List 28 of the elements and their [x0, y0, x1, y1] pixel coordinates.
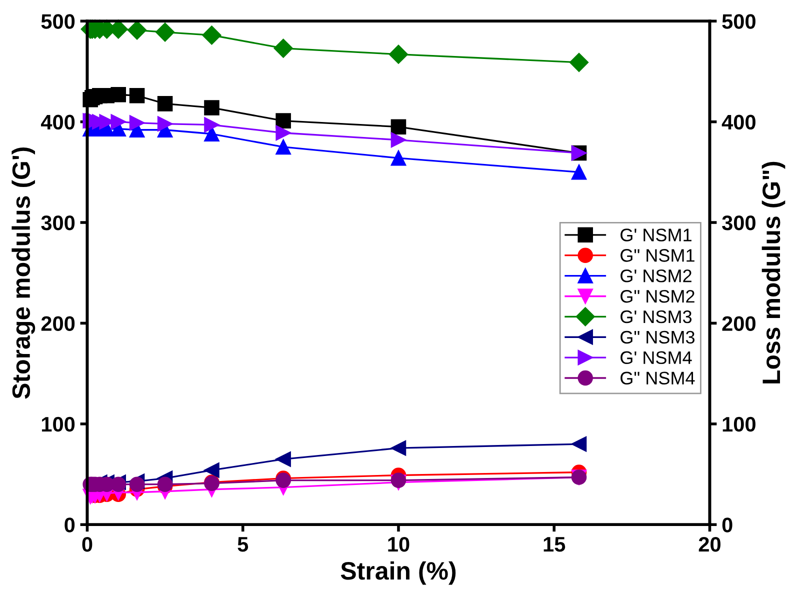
legend-label: G" NSM1 — [620, 249, 694, 262]
legend-label: G" NSM2 — [620, 290, 694, 303]
y2-tick-label: 0 — [722, 518, 732, 532]
y2-axis-title: Loss modulus (G") — [762, 162, 786, 384]
y-tick-label: 400 — [40, 114, 75, 130]
y2-tick-label: 300 — [722, 216, 756, 230]
y-tick-label: 300 — [41, 216, 75, 230]
legend-label: G' NSM1 — [620, 228, 692, 242]
x-axis-title: Strain (%) — [340, 561, 456, 585]
y-tick-label: 500 — [41, 14, 75, 29]
legend-label: G' NSM3 — [620, 310, 692, 324]
y-tick-label: 0 — [64, 518, 75, 532]
y2-tick-label: 500 — [722, 14, 756, 29]
x-tick-label: 15 — [544, 537, 566, 552]
y-axis-title: Storage modulus (G') — [12, 148, 36, 399]
y2-tick-label: 400 — [722, 114, 756, 130]
legend-label: G" NSM3 — [620, 330, 694, 344]
legend-label: G' NSM2 — [620, 270, 692, 282]
x-tick-label: 20 — [698, 536, 720, 552]
legend-label: G' NSM4 — [620, 351, 692, 364]
y-tick-label: 200 — [41, 316, 75, 331]
x-tick-label: 5 — [238, 537, 248, 552]
x-tick-label: 10 — [388, 536, 410, 552]
y-tick-label: 100 — [42, 416, 75, 432]
y2-tick-label: 100 — [722, 416, 756, 432]
y2-tick-label: 200 — [722, 316, 756, 331]
x-tick-label: 0 — [82, 536, 92, 552]
legend-label: G" NSM4 — [620, 372, 695, 384]
